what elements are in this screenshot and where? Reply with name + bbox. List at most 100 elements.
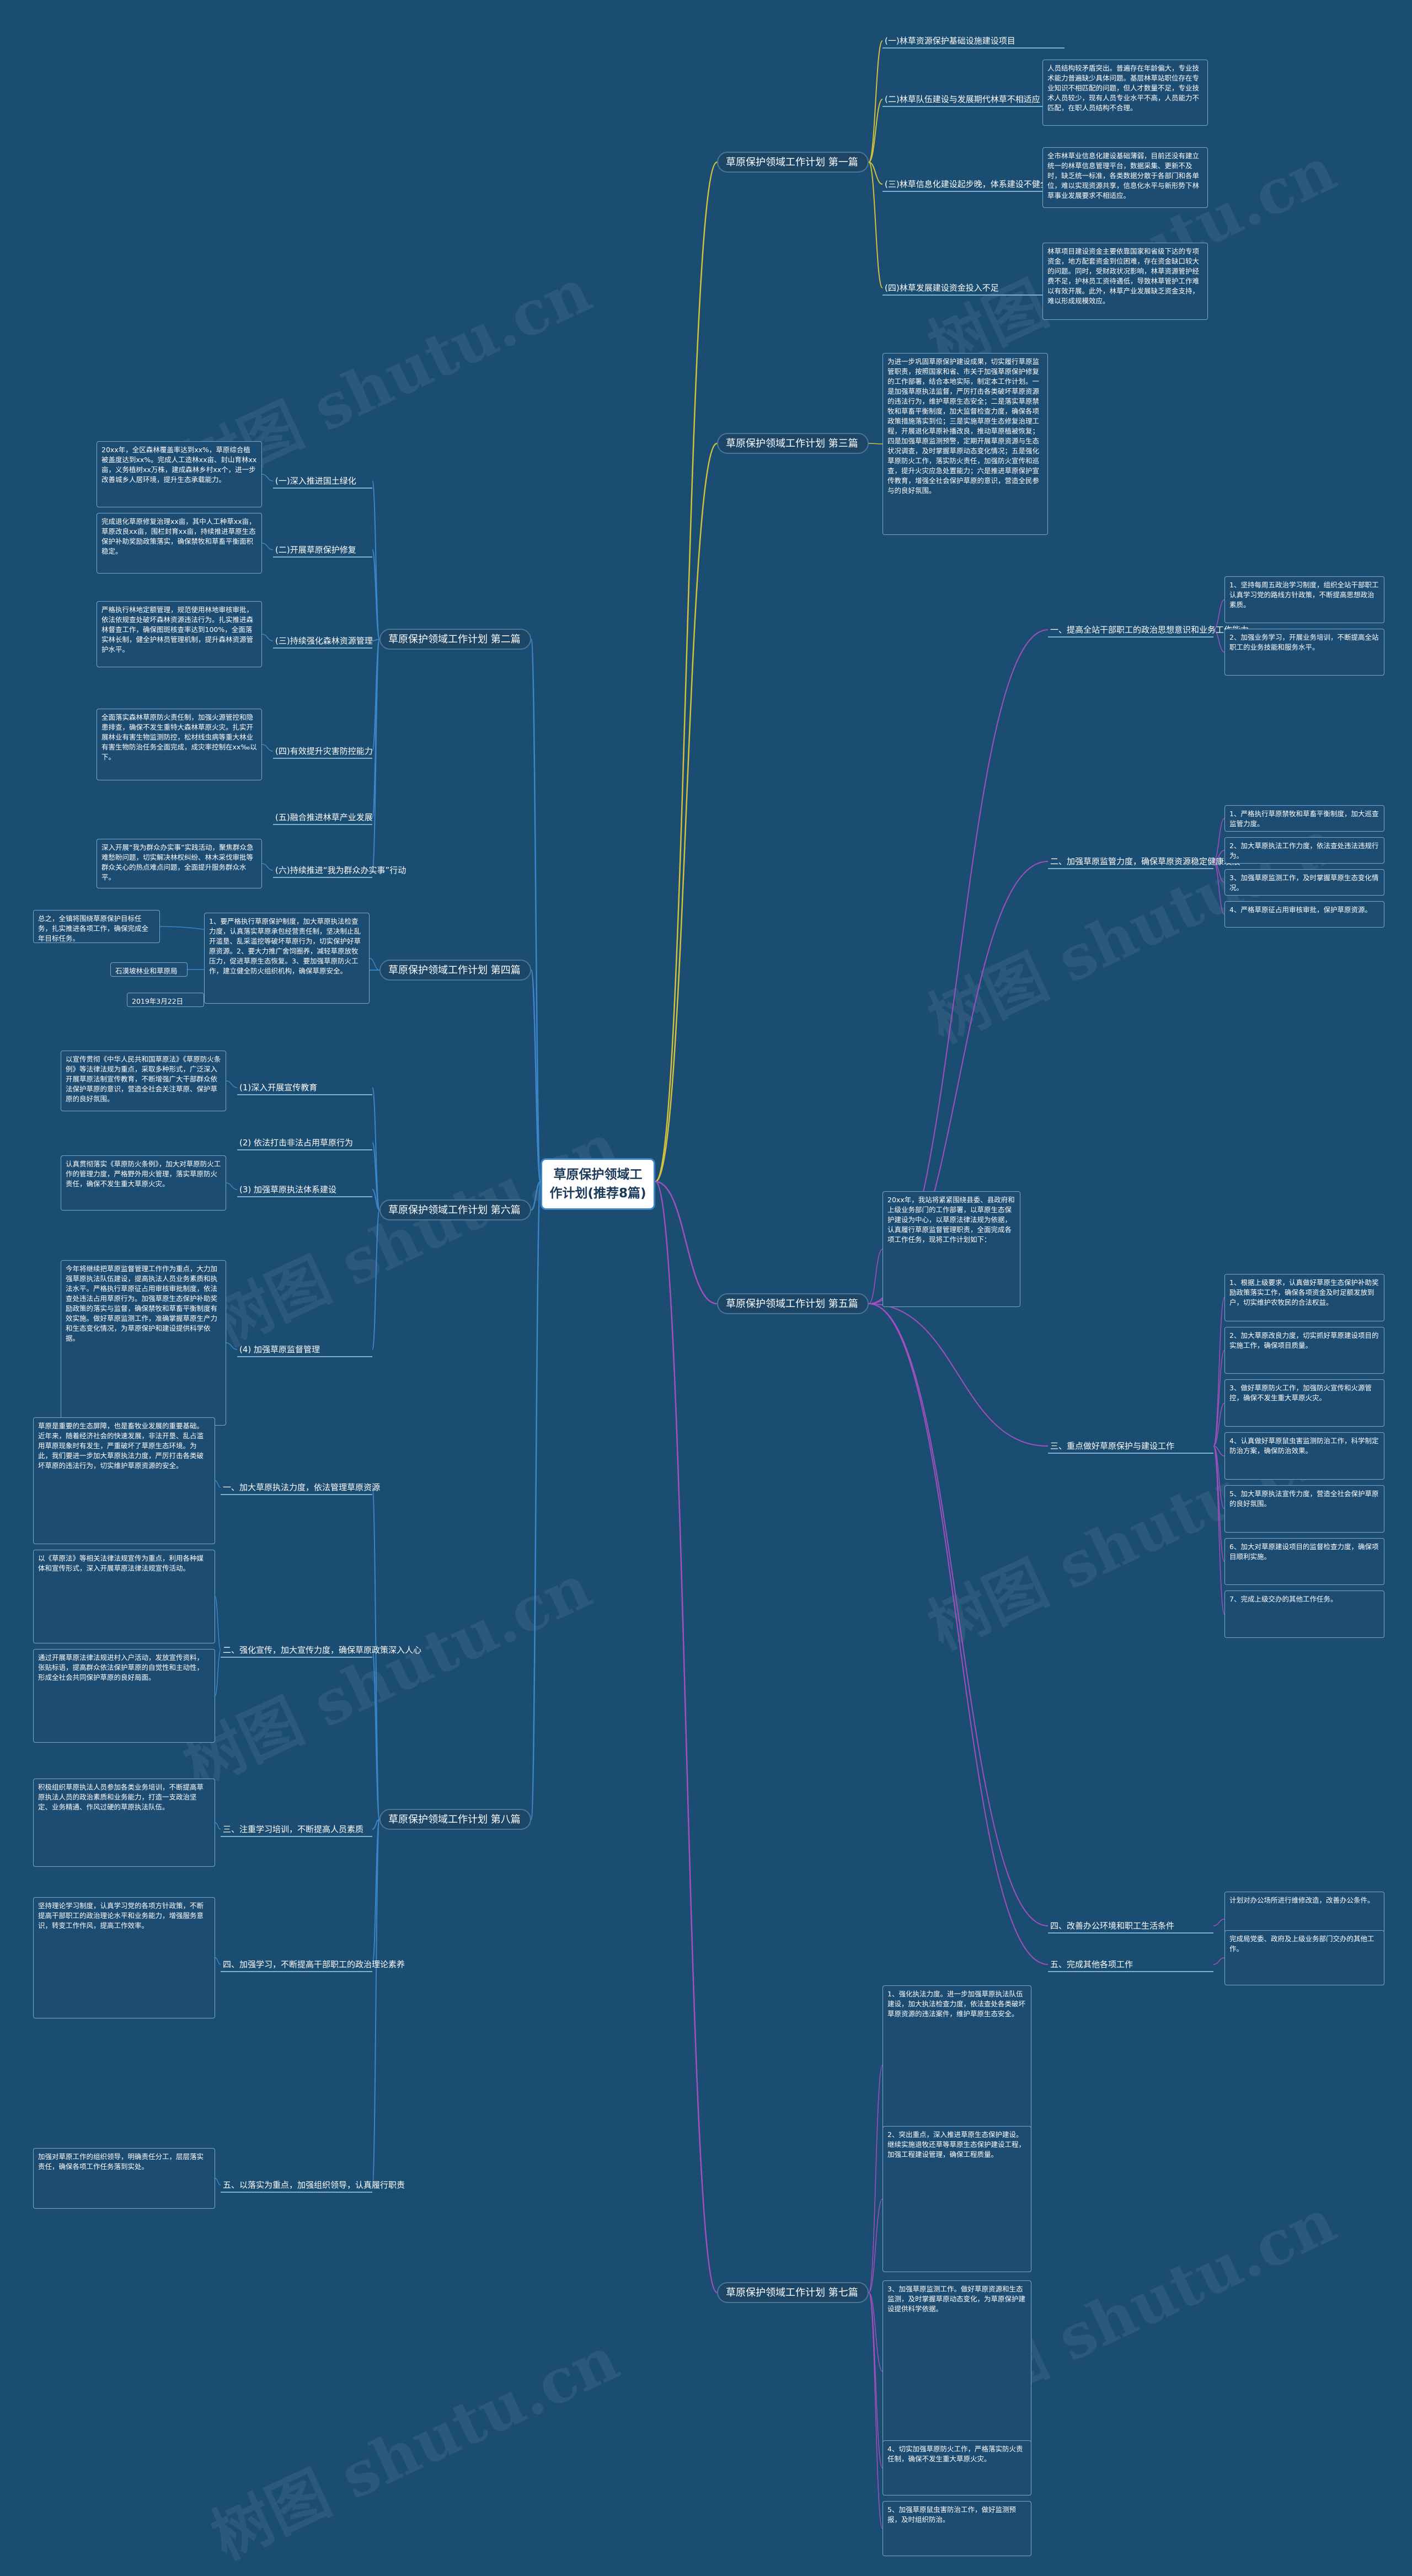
leaf-6-3-1[interactable]: 1、根据上级要求，认真做好草原生态保护补助奖励政策落实工作，确保各项资金及时足额… bbox=[1224, 1274, 1384, 1321]
leaf-6-3-3[interactable]: 3、做好草原防火工作，加强防火宣传和火源管控，确保不发生重大草原火灾。 bbox=[1224, 1379, 1384, 1427]
subtopic-5-1[interactable]: (1)深入开展宣传教育 bbox=[237, 1081, 372, 1095]
leaf-3-6-1[interactable]: 深入开展“我为群众办实事”实践活动，聚焦群众急难愁盼问题，切实解决林权纠纷、林木… bbox=[97, 839, 262, 888]
leaf-6-3-5[interactable]: 5、加大草原执法宣传力度，营造全社会保护草原的良好氛围。 bbox=[1224, 1485, 1384, 1533]
subtopic-1-1[interactable]: (一)林草资源保护基础设施建设项目 bbox=[882, 34, 1065, 49]
subtopic-5-2[interactable]: (2) 依法打击非法占用草原行为 bbox=[237, 1136, 372, 1150]
connector-line bbox=[1213, 1957, 1225, 1965]
subtopic-7-4[interactable]: 四、加强学习，不断提高干部职工的政治理论素养 bbox=[221, 1958, 405, 1972]
leaf-3-2-1[interactable]: 完成退化草原修复治理xx亩，其中人工种草xx亩，草原改良xx亩，围栏封育xx亩，… bbox=[97, 513, 262, 574]
leaf-8-5[interactable]: 5、加强草原鼠虫害防治工作，做好监测预报，及时组织防治。 bbox=[882, 2501, 1031, 2556]
connector-line bbox=[868, 2198, 883, 2293]
leaf-7-1-1[interactable]: 草原是重要的生态屏障，也是畜牧业发展的重要基础。近年来，随着经济社会的快速发展，… bbox=[33, 1417, 215, 1544]
topic-1[interactable]: 草原保护领域工作计划 第一篇 bbox=[717, 152, 869, 173]
leaf-3-1-1[interactable]: 20xx年，全区森林覆盖率达到xx%，草原综合植被盖度达到xx%。完成人工造林x… bbox=[97, 441, 262, 507]
leaf-6-1[interactable]: 20xx年，我站将紧紧围绕县委、县政府和上级业务部门的工作部署，以草原生态保护建… bbox=[882, 1191, 1020, 1307]
connector-line bbox=[868, 443, 883, 444]
leaf-3-4-1[interactable]: 全面落实森林草原防火责任制，加强火源管控和隐患排查，确保不发生重特大森林草原火灾… bbox=[97, 709, 262, 780]
connector-line bbox=[226, 1182, 238, 1190]
leaf-4-1[interactable]: 1、要严格执行草原保护制度，加大草原执法检查力度，认真落实草原承包经营责任制，坚… bbox=[204, 913, 370, 1004]
subtopic-3-4[interactable]: (四)有效提升灾害防控能力 bbox=[273, 745, 373, 759]
subtopic-5-3[interactable]: (3) 加强草原执法体系建设 bbox=[237, 1183, 372, 1197]
connector-line bbox=[868, 162, 883, 185]
leaf-6-1-1[interactable]: 1、坚持每周五政治学习制度，组织全站干部职工认真学习党的路线方针政策，不断提高思… bbox=[1224, 576, 1384, 623]
connector-line bbox=[261, 474, 274, 481]
connector-line bbox=[655, 1181, 718, 2294]
leaf-1-2-1[interactable]: 人员结构较矛盾突出。普遍存在年龄偏大，专业技术能力普遍缺少具体问题。基层林草站职… bbox=[1042, 60, 1208, 126]
subtopic-3-1[interactable]: (一)深入推进国土绿化 bbox=[273, 474, 372, 489]
connector-line bbox=[655, 1181, 718, 1305]
leaf-2-1[interactable]: 为进一步巩固草原保护建设成果，切实履行草原监管职责，按照国家和省、市关于加强草原… bbox=[882, 353, 1048, 535]
leaf-7-2-2[interactable]: 通过开展草原法律法规进村入户活动，发放宣传资料，张贴标语，提高群众依法保护草原的… bbox=[33, 1649, 215, 1743]
connector-line bbox=[372, 1650, 380, 1820]
topic-6[interactable]: 草原保护领域工作计划 第五篇 bbox=[717, 1293, 869, 1314]
leaf-8-1[interactable]: 1、强化执法力度。进一步加强草原执法队伍建设，加大执法检查力度，依法查处各类破坏… bbox=[882, 1985, 1031, 2145]
connector-line bbox=[1213, 629, 1225, 653]
leaf-5-3-1[interactable]: 认真贯彻落实《草原防火条例》，加大对草原防火工作的管理力度，严格野外用火管理，落… bbox=[61, 1155, 226, 1211]
topic-8[interactable]: 草原保护领域工作计划 第七篇 bbox=[717, 2282, 869, 2303]
leaf-6-2-4[interactable]: 4、严格草原征占用审核审批，保护草原资源。 bbox=[1224, 901, 1384, 928]
leaf-1-4-1[interactable]: 林草项目建设资金主要依靠国家和省级下达的专项资金，地方配套资金到位困难，存在资金… bbox=[1042, 243, 1208, 320]
leaf-3-3-1[interactable]: 严格执行林地定额管理，规范使用林地审核审批，依法依规查处破坏森林资源违法行为。扎… bbox=[97, 601, 262, 667]
subtopic-6-5[interactable]: 五、完成其他各项工作 bbox=[1048, 1958, 1213, 1972]
connector-line bbox=[1213, 599, 1225, 630]
topic-5[interactable]: 草原保护领域工作计划 第六篇 bbox=[379, 1199, 531, 1220]
subtopic-3-5[interactable]: (五)融合推进林草产业发展 bbox=[273, 811, 373, 825]
leaf-5-4-1[interactable]: 今年将继续把草原监督管理工作作为重点，大力加强草原执法队伍建设，提高执法人员业务… bbox=[61, 1260, 226, 1426]
subtopic-7-3[interactable]: 三、注重学习培训，不断提高人员素质 bbox=[221, 1823, 372, 1837]
subtopic-1-3[interactable]: (三)林草信息化建设起步晚，体系建设不健全 bbox=[882, 178, 1065, 192]
connector-line bbox=[372, 639, 380, 871]
subtopic-7-2[interactable]: 二、强化宣传，加大宣传力度，确保草原政策深入人心 bbox=[221, 1643, 421, 1658]
leaf-8-4[interactable]: 4、切实加强草原防火工作，严格落实防火责任制，确保不发生重大草原火灾。 bbox=[882, 2440, 1031, 2495]
subtopic-6-4[interactable]: 四、改善办公环境和职工生活条件 bbox=[1048, 1919, 1213, 1934]
connector-line bbox=[1213, 818, 1225, 862]
subtopic-6-3[interactable]: 三、重点做好草原保护与建设工作 bbox=[1048, 1439, 1213, 1454]
leaf-4-4[interactable]: 2019年3月22日 bbox=[127, 993, 204, 1007]
connector-line bbox=[372, 1189, 380, 1211]
topic-7[interactable]: 草原保护领域工作计划 第八篇 bbox=[379, 1809, 531, 1830]
leaf-4-3[interactable]: 石漠坡林业和草原局 bbox=[110, 962, 188, 977]
leaf-6-2-1[interactable]: 1、严格执行草原禁牧和草畜平衡制度，加大巡查监管力度。 bbox=[1224, 805, 1384, 832]
connector-line bbox=[372, 1819, 380, 1830]
leaf-6-3-4[interactable]: 4、认真做好草原鼠虫害监测防治工作，科学制定防治方案，确保防治效果。 bbox=[1224, 1432, 1384, 1480]
subtopic-6-1[interactable]: 一、提高全站干部职工的政治思想意识和业务工作能力 bbox=[1048, 623, 1249, 638]
subtopic-3-6[interactable]: (六)持续推进“我为群众办实事”行动 bbox=[273, 864, 406, 878]
subtopic-7-1[interactable]: 一、加大草原执法力度，依法管理草原资源 bbox=[221, 1481, 380, 1495]
connector-line bbox=[530, 969, 542, 1182]
subtopic-5-4[interactable]: (4) 加强草原监督管理 bbox=[237, 1343, 372, 1357]
topic-2[interactable]: 草原保护领域工作计划 第三篇 bbox=[717, 433, 869, 454]
leaf-8-2[interactable]: 2、突出重点，深入推进草原生态保护建设。继续实施退牧还草等草原生态保护建设工程，… bbox=[882, 2126, 1031, 2272]
leaf-8-3[interactable]: 3、加强草原监测工作。做好草原资源和生态监测，及时掌握草原动态变化，为草原保护建… bbox=[882, 2280, 1031, 2462]
connector-line bbox=[226, 1342, 238, 1350]
leaf-6-5-1[interactable]: 完成局党委、政府及上级业务部门交办的其他工作。 bbox=[1224, 1930, 1384, 1985]
connector-line bbox=[261, 543, 274, 550]
subtopic-3-3[interactable]: (三)持续强化森林资源管理 bbox=[273, 634, 373, 649]
connector-line bbox=[868, 2292, 883, 2372]
subtopic-1-2[interactable]: (二)林草队伍建设与发展期代林草不相适应 bbox=[882, 93, 1065, 107]
leaf-6-2-3[interactable]: 3、加强草原监测工作，及时掌握草原生态变化情况。 bbox=[1224, 869, 1384, 896]
connector-line bbox=[868, 2292, 883, 2529]
leaf-7-4-1[interactable]: 坚持理论学习制度，认真学习党的各项方针政策，不断提高干部职工的政治理论水平和业务… bbox=[33, 1897, 215, 2018]
subtopic-1-4[interactable]: (四)林草发展建设资金投入不足 bbox=[882, 281, 1065, 296]
topic-3[interactable]: 草原保护领域工作计划 第二篇 bbox=[379, 629, 531, 650]
connector-line bbox=[1213, 1349, 1225, 1447]
subtopic-6-2[interactable]: 二、加强草原监管力度，确保草原资源稳定健康发展 bbox=[1048, 855, 1240, 869]
leaf-4-2[interactable]: 总之，全镇将围绕草原保护目标任务，扎实推进各项工作，确保完成全年目标任务。 bbox=[33, 910, 160, 943]
leaf-6-3-7[interactable]: 7、完成上级交办的其他工作任务。 bbox=[1224, 1590, 1384, 1638]
leaf-6-3-2[interactable]: 2、加大草原改良力度，切实抓好草原建设项目的实施工作，确保项目质量。 bbox=[1224, 1326, 1384, 1374]
leaf-6-2-2[interactable]: 2、加大草原执法工作力度，依法查处违法违规行为。 bbox=[1224, 837, 1384, 864]
leaf-7-3-1[interactable]: 积极组织草原执法人员参加各类业务培训，不断提高草原执法人员的政治素质和业务能力，… bbox=[33, 1779, 215, 1867]
leaf-1-3-1[interactable]: 全市林草业信息化建设基础薄弱，目前还没有建立统一的林草信息管理平台，数据采集、更… bbox=[1042, 147, 1208, 208]
connector-line bbox=[215, 1957, 221, 1965]
connector-line bbox=[1213, 850, 1225, 862]
leaf-5-1-1[interactable]: 以宣传贯彻《中华人民共和国草原法》《草原防火条例》等法律法规为重点，采取多种形式… bbox=[61, 1051, 226, 1111]
leaf-6-1-2[interactable]: 2、加强业务学习，开展业务培训，不断提高全站职工的业务技能和服务水平。 bbox=[1224, 629, 1384, 676]
subtopic-7-5[interactable]: 五、以落实为重点，加强组织领导，认真履行职责 bbox=[221, 2178, 405, 2193]
connector-line bbox=[372, 1142, 380, 1211]
leaf-7-2-1[interactable]: 以《草原法》等相关法律法规宣传为重点，利用各种媒体和宣传形式，深入开展草原法律法… bbox=[33, 1550, 215, 1643]
leaf-6-3-6[interactable]: 6、加大对草原建设项目的监督检查力度，确保项目顺利实施。 bbox=[1224, 1538, 1384, 1586]
leaf-7-5-1[interactable]: 加强对草原工作的组织领导，明确责任分工，层层落实责任，确保各项工作任务落到实处。 bbox=[33, 2148, 215, 2209]
root-node[interactable]: 草原保护领域工作计划(推荐8篇) bbox=[541, 1158, 655, 1210]
subtopic-3-2[interactable]: (二)开展草原保护修复 bbox=[273, 543, 372, 558]
topic-4[interactable]: 草原保护领域工作计划 第四篇 bbox=[379, 960, 531, 981]
connector-line bbox=[372, 549, 380, 640]
